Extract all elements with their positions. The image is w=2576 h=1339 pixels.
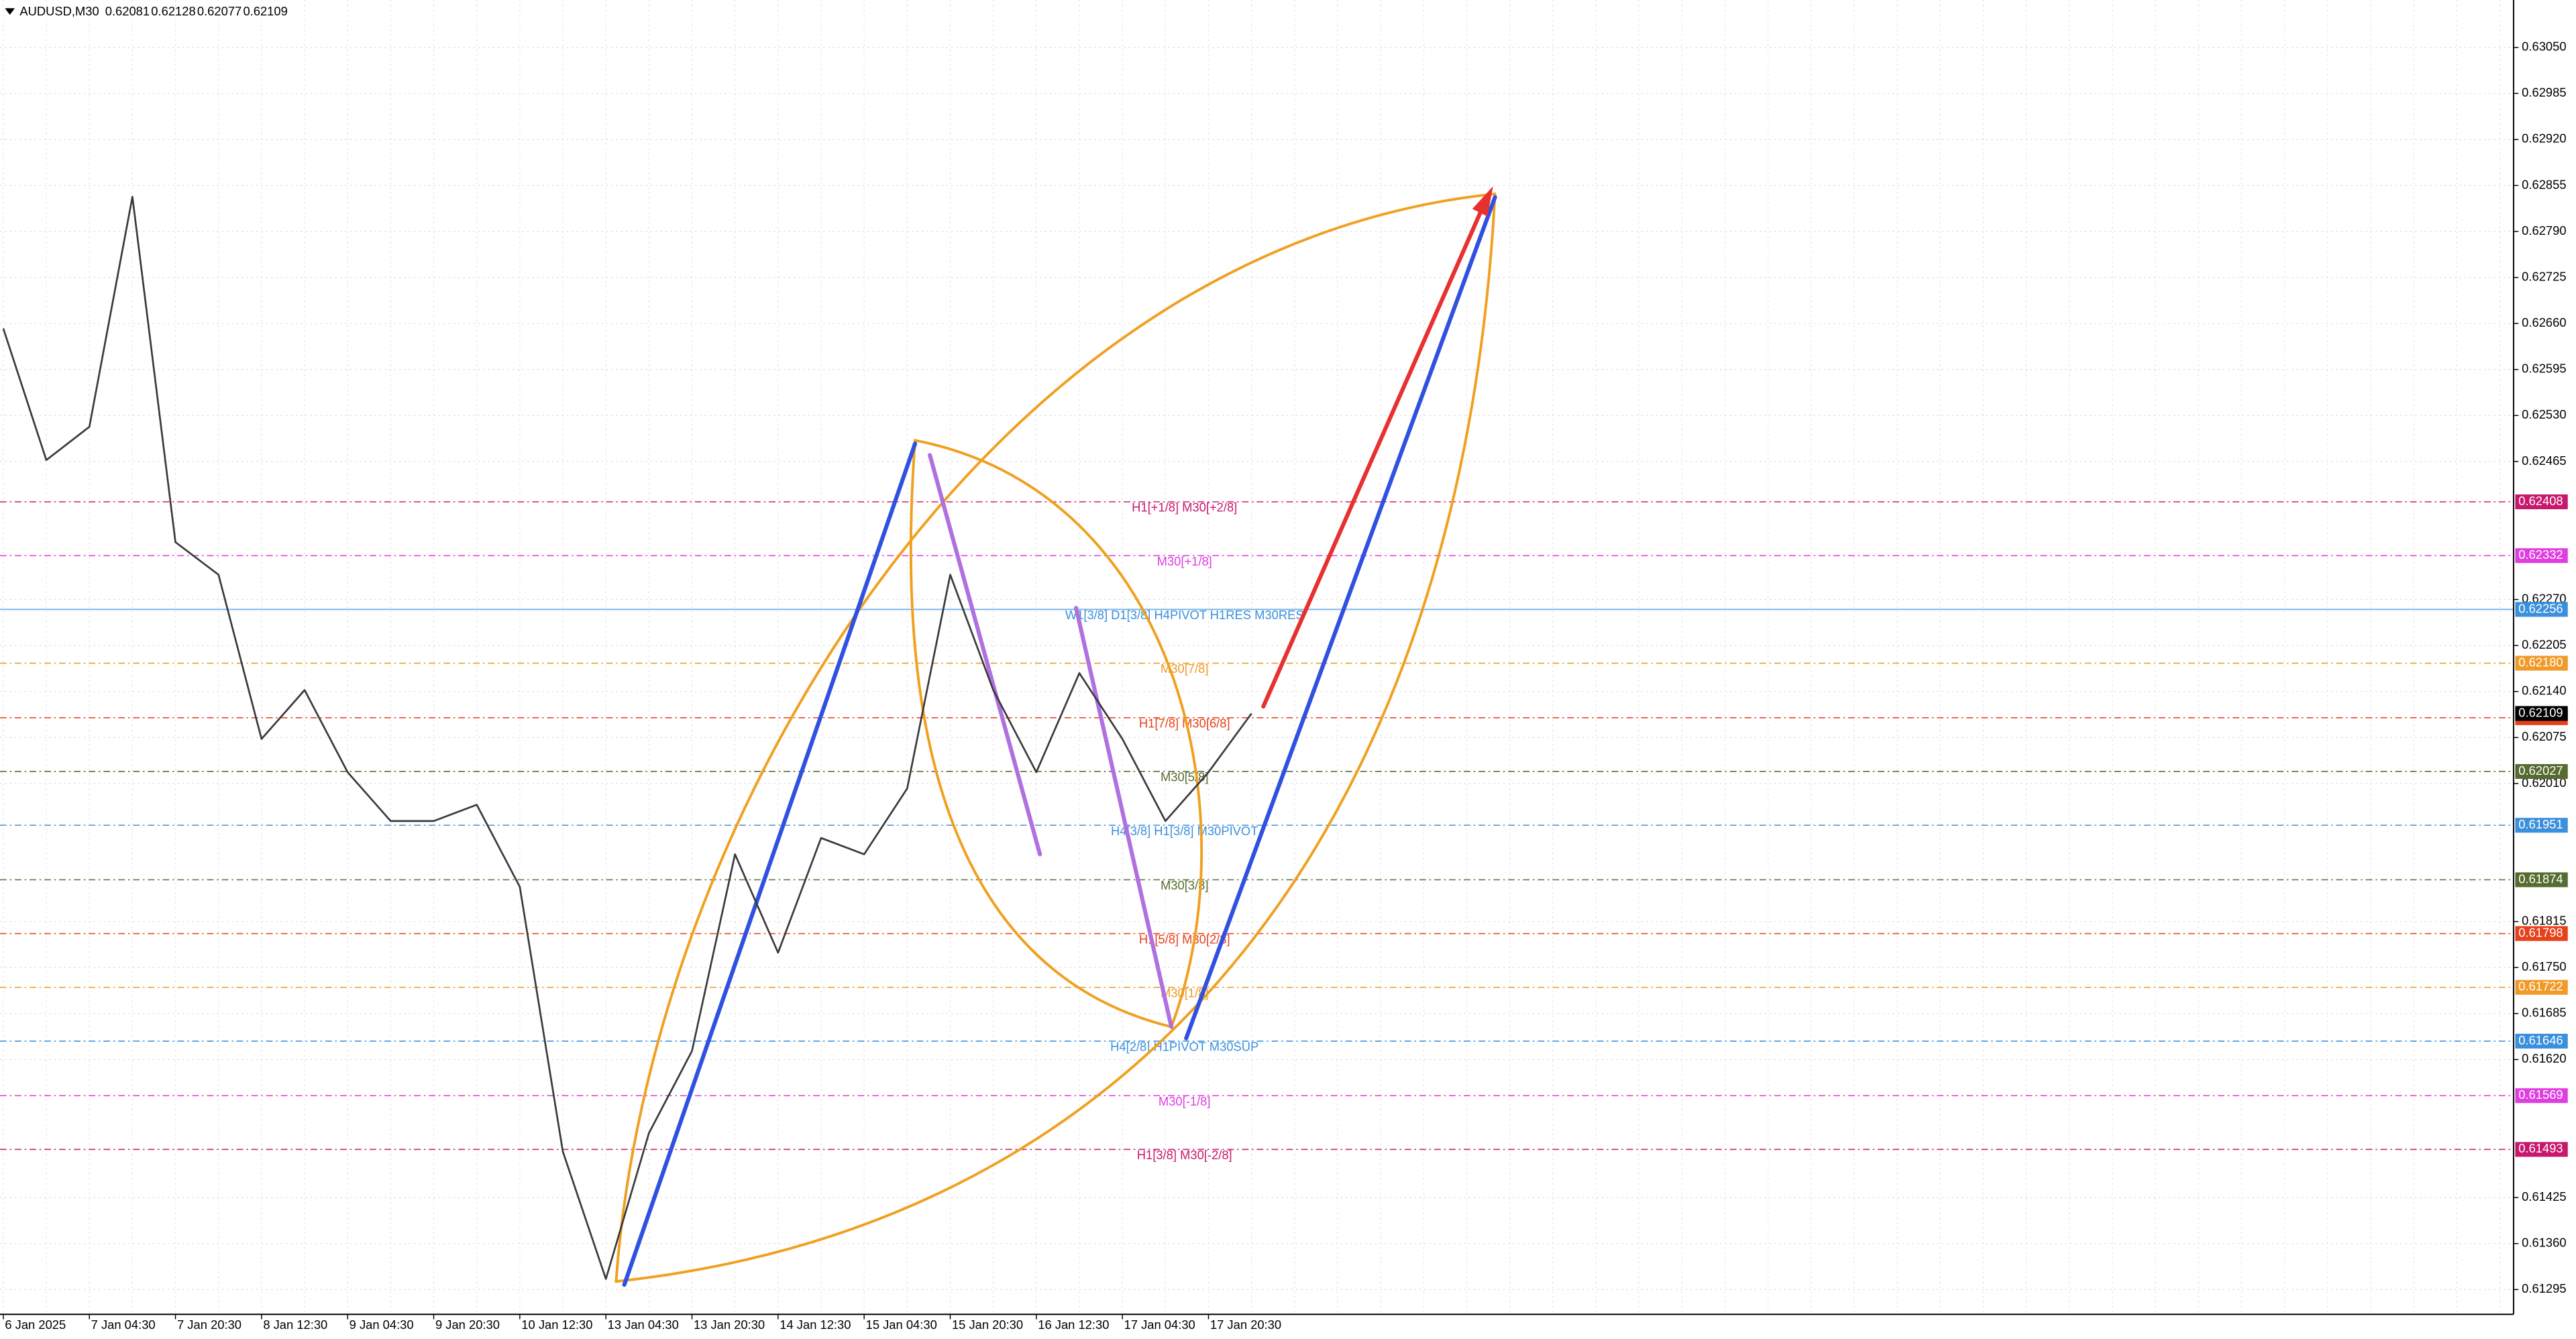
y-tick-label: 0.62985 [2522,85,2566,99]
level-name: H1[5/8] M30[2/8] [1139,932,1230,946]
y-tick-label: 0.62530 [2522,407,2566,421]
y-tick-label: 0.62920 [2522,131,2566,146]
level-price: 0.61951 [2518,817,2563,831]
y-tick-label: 0.62205 [2522,637,2566,651]
x-tick-label: 15 Jan 04:30 [866,1318,937,1332]
level-price-box [2515,763,2568,780]
level-name: M30[1/8] [1161,985,1208,1000]
level-name: H1[+1/8] M30[+2/8] [1132,500,1237,515]
series [2,195,1252,1280]
drawings [614,186,1497,1287]
level-price: 0.61493 [2518,1141,2563,1155]
trend-line [1074,606,1174,1029]
y-tick-label: 0.62270 [2522,591,2566,605]
y-tick-label: 0.62075 [2522,729,2566,743]
level-price: 0.62408 [2518,494,2563,508]
level-name: W1[3/8] D1[3/8] H4PIVOT H1RES M30RES [1065,608,1304,622]
y-tick-label: 0.61750 [2522,959,2566,973]
x-tick-label: 7 Jan 20:30 [177,1318,241,1332]
level-name: H4[2/8] H1PIVOT M30SUP [1110,1040,1258,1054]
y-tick-label: 0.62725 [2522,269,2566,283]
levels: H1[+1/8] M30[+2/8] M30[+1/8] W1[3/8] D1[3/… [0,500,2514,1162]
level-price-box [2515,655,2568,671]
level-price-box [2515,548,2568,564]
level-name: M30[+1/8] [1157,554,1212,568]
y-tick-label: 0.61620 [2522,1051,2566,1065]
current-price: 0.62109 [2518,705,2563,719]
curve [909,439,1173,1028]
low: 0.62077 [197,4,241,18]
x-tick-label: 10 Jan 12:30 [521,1318,592,1332]
y-tick-label: 0.62010 [2522,775,2566,790]
y-tick-label: 0.62140 [2522,684,2566,698]
level-price: 0.61798 [2518,925,2563,939]
level-price-box [2515,1088,2568,1104]
x-tick-label: 6 Jan 2025 [5,1318,66,1332]
x-tick-label: 13 Jan 04:30 [608,1318,679,1332]
y-tick-label: 0.62855 [2522,177,2566,191]
level-price: 0.61722 [2518,979,2563,994]
curve [914,439,1203,1028]
trend-line [1184,195,1497,1040]
level-price: 0.61874 [2518,871,2563,886]
y-tick-label: 0.62595 [2522,362,2566,376]
open: 0.62081 [105,4,150,18]
level-price-box [2515,602,2568,617]
level-price-box [2515,818,2568,833]
x-tick-label: 9 Jan 20:30 [435,1318,500,1332]
current-price-box [2515,706,2568,721]
level-price-box [2515,1033,2568,1049]
curve [614,193,1497,1283]
symbol: AUDUSD,M30 [19,4,99,18]
y-tick-label: 0.62790 [2522,223,2566,237]
axes: 0.63050 0.62985 0.62920 0.62855 0.62790 0.627… [3,40,2568,1332]
level-price-box [2515,926,2568,941]
arrow [1261,203,1486,709]
level-price: 0.62027 [2518,763,2563,778]
y-tick-label: 0.61295 [2522,1281,2566,1295]
arrow-head [1472,186,1493,217]
level-price: 0.62332 [2518,547,2563,561]
x-tick-label: 9 Jan 04:30 [350,1318,414,1332]
x-tick-label: 14 Jan 12:30 [780,1318,851,1332]
level-price-box [2515,872,2568,888]
level-price-box [2515,979,2568,995]
level-price: 0.62256 [2518,601,2563,615]
trend-line [928,453,1042,857]
x-tick-label: 16 Jan 12:30 [1038,1318,1109,1332]
level-name: M30[3/8] [1161,878,1208,892]
x-tick-label: 17 Jan 20:30 [1210,1318,1281,1332]
y-tick-label: 0.62660 [2522,315,2566,329]
curve [614,193,1497,1283]
level-name: H4[3/8] H1[3/8] M30PIVOT [1111,824,1258,838]
level-price-box [2515,494,2568,510]
y-tick-label: 0.61815 [2522,914,2566,928]
y-tick-label: 0.63050 [2522,40,2566,54]
level-name: H1[7/8] M30[6/8] [1139,716,1230,730]
collapse-icon[interactable] [5,8,15,15]
level-price: 0.62180 [2518,655,2563,669]
y-tick-label: 0.61685 [2522,1006,2566,1020]
x-tick-label: 13 Jan 20:30 [694,1318,765,1332]
x-tick-label: 15 Jan 20:30 [952,1318,1023,1332]
high: 0.62128 [151,4,195,18]
y-tick-label: 0.61360 [2522,1236,2566,1250]
level-name: H1[3/8] M30[-2/8] [1137,1148,1232,1162]
x-tick-label: 7 Jan 04:30 [91,1318,156,1332]
x-tick-label: 8 Jan 12:30 [263,1318,327,1332]
level-name: M30[5/8] [1161,770,1208,784]
y-tick-label: 0.61425 [2522,1189,2566,1203]
trend-line [622,441,918,1287]
level-price: 0.61569 [2518,1087,2563,1102]
x-tick-label: 17 Jan 04:30 [1124,1318,1195,1332]
level-name: M30[-1/8] [1159,1094,1211,1108]
price-line [2,195,1252,1280]
level-price-box [2515,1142,2568,1157]
close: 0.62109 [243,4,287,18]
level-price: 0.61646 [2518,1033,2563,1047]
y-tick-label: 0.62465 [2522,453,2566,468]
